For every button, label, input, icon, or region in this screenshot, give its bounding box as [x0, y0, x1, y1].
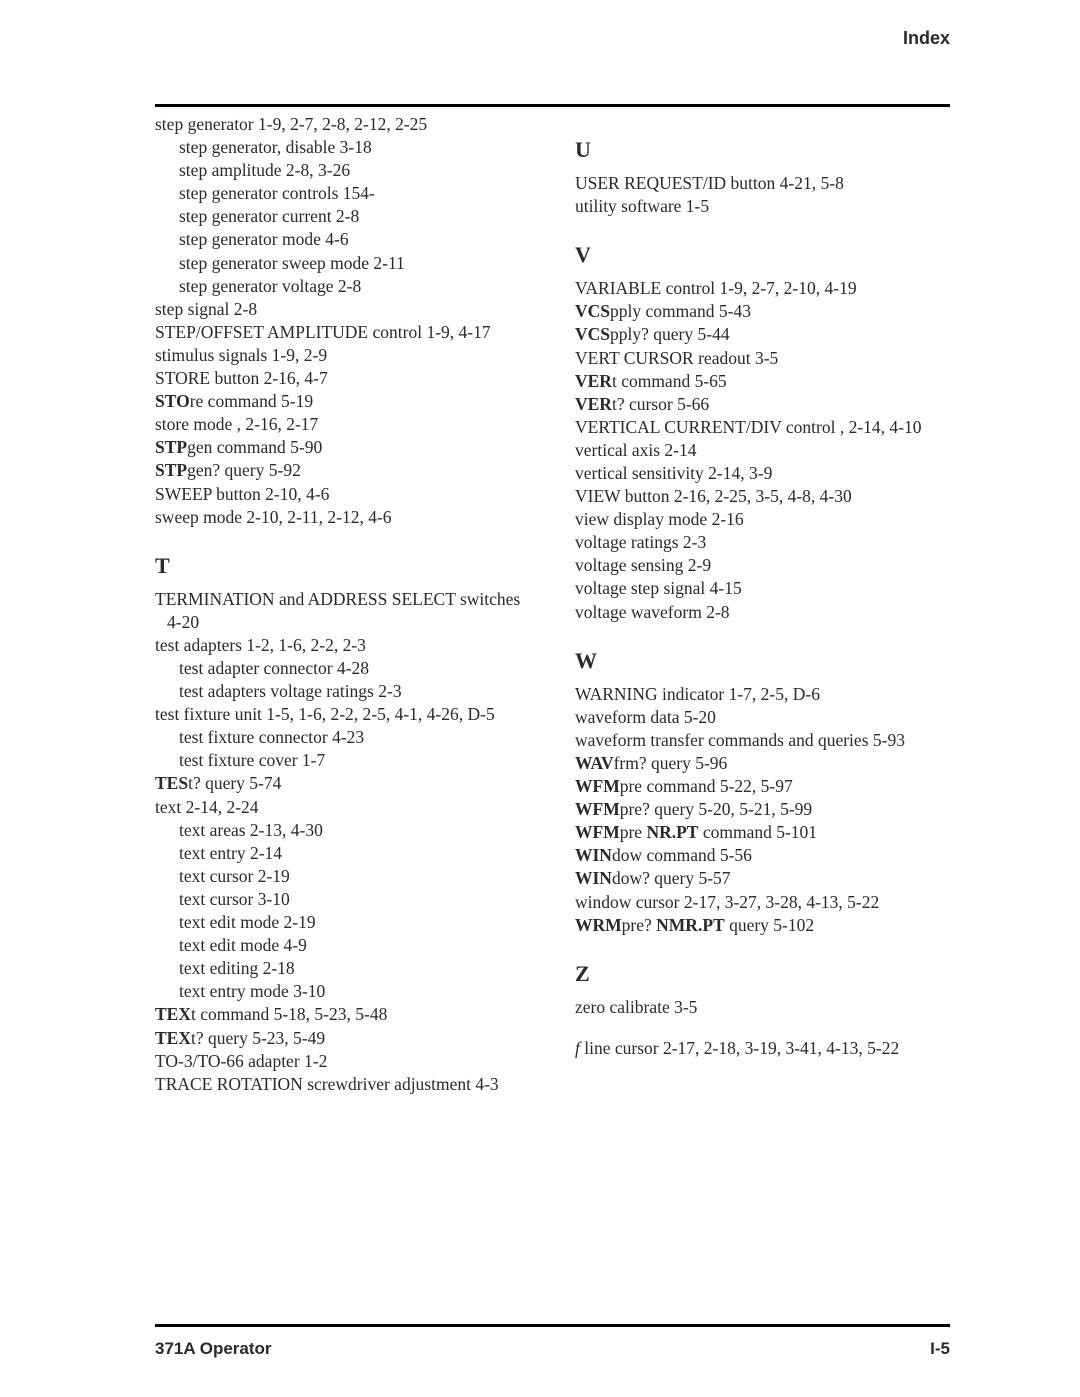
index-entry: USER REQUEST/ID button 4-21, 5-8: [587, 172, 950, 195]
index-entry: VCSpply? query 5-44: [587, 323, 950, 346]
footer-left: 371A Operator: [155, 1339, 272, 1359]
index-entry: SWEEP button 2-10, 4-6: [167, 483, 530, 506]
bottom-rule: [155, 1324, 950, 1327]
index-entry: waveform data 5-20: [587, 706, 950, 729]
index-entry: STOre command 5-19: [167, 390, 530, 413]
index-entry: vertical sensitivity 2-14, 3-9: [587, 462, 950, 485]
index-entry: TRACE ROTATION screwdriver adjustment 4-…: [167, 1073, 530, 1096]
index-entry: WAVfrm? query 5-96: [587, 752, 950, 775]
index-entry: step amplitude 2-8, 3-26: [155, 159, 530, 182]
index-entry: TEXt command 5-18, 5-23, 5-48: [167, 1003, 530, 1026]
index-entry: voltage waveform 2-8: [587, 601, 950, 624]
right-column: U USER REQUEST/ID button 4-21, 5-8utility…: [575, 113, 950, 1096]
section-letter: U: [575, 135, 950, 164]
index-entry: step generator current 2-8: [155, 205, 530, 228]
index-entry: step generator voltage 2-8: [155, 275, 530, 298]
index-entry: sweep mode 2-10, 2-11, 2-12, 4-6: [167, 506, 530, 529]
index-entry: f line cursor 2-17, 2-18, 3-19, 3-41, 4-…: [587, 1037, 950, 1060]
index-entry: voltage sensing 2-9: [587, 554, 950, 577]
index-entry: test adapters 1-2, 1-6, 2-2, 2-3: [167, 634, 530, 657]
index-entry: WINdow command 5-56: [587, 844, 950, 867]
index-entry: WFMpre NR.PT command 5-101: [587, 821, 950, 844]
index-entry: test adapters voltage ratings 2-3: [155, 680, 530, 703]
index-entry: WINdow? query 5-57: [587, 867, 950, 890]
index-entry: step signal 2-8: [167, 298, 530, 321]
index-entry: TO-3/TO-66 adapter 1-2: [167, 1050, 530, 1073]
index-entry: STORE button 2-16, 4-7: [167, 367, 530, 390]
index-entry: text cursor 3-10: [155, 888, 530, 911]
index-entry: text entry mode 3-10: [155, 980, 530, 1003]
index-entry: view display mode 2-16: [587, 508, 950, 531]
index-entry: text areas 2-13, 4-30: [155, 819, 530, 842]
index-entry: STPgen? query 5-92: [167, 459, 530, 482]
index-entry: step generator sweep mode 2-11: [155, 252, 530, 275]
index-entry: window cursor 2-17, 3-27, 3-28, 4-13, 5-…: [587, 891, 950, 914]
index-entry: utility software 1-5: [587, 195, 950, 218]
index-entry: voltage ratings 2-3: [587, 531, 950, 554]
index-entry: vertical axis 2-14: [587, 439, 950, 462]
index-entry: waveform transfer commands and queries 5…: [587, 729, 950, 752]
section-letter: T: [155, 551, 530, 580]
index-entry: VCSpply command 5-43: [587, 300, 950, 323]
section-letter: V: [575, 240, 950, 269]
top-rule: [155, 104, 950, 107]
index-entry: text entry 2-14: [155, 842, 530, 865]
index-entry: text 2-14, 2-24: [167, 796, 530, 819]
index-entry: store mode , 2-16, 2-17: [167, 413, 530, 436]
index-entry: WARNING indicator 1-7, 2-5, D-6: [587, 683, 950, 706]
index-entry: test fixture unit 1-5, 1-6, 2-2, 2-5, 4-…: [167, 703, 530, 726]
index-entry: step generator controls 154-: [155, 182, 530, 205]
index-entry: step generator mode 4-6: [155, 228, 530, 251]
index-entry: text edit mode 4-9: [155, 934, 530, 957]
index-entry: VARIABLE control 1-9, 2-7, 2-10, 4-19: [587, 277, 950, 300]
index-entry: step generator, disable 3-18: [155, 136, 530, 159]
footer-right: I-5: [930, 1339, 950, 1359]
index-entry: VERt command 5-65: [587, 370, 950, 393]
index-entry: text editing 2-18: [155, 957, 530, 980]
header-label: Index: [155, 28, 950, 49]
index-entry: text cursor 2-19: [155, 865, 530, 888]
index-entry: stimulus signals 1-9, 2-9: [167, 344, 530, 367]
index-entry: test fixture cover 1-7: [155, 749, 530, 772]
index-entry: test adapter connector 4-28: [155, 657, 530, 680]
index-columns: step generator 1-9, 2-7, 2-8, 2-12, 2-25…: [155, 113, 950, 1096]
index-entry: TERMINATION and ADDRESS SELECT switches …: [167, 588, 530, 634]
index-entry: voltage step signal 4-15: [587, 577, 950, 600]
footer: 371A Operator I-5: [155, 1339, 950, 1359]
index-entry: VERTICAL CURRENT/DIV control , 2-14, 4-1…: [587, 416, 950, 439]
left-column: step generator 1-9, 2-7, 2-8, 2-12, 2-25…: [155, 113, 530, 1096]
index-entry: zero calibrate 3-5: [587, 996, 950, 1019]
index-entry: test fixture connector 4-23: [155, 726, 530, 749]
index-entry: text edit mode 2-19: [155, 911, 530, 934]
index-entry: VIEW button 2-16, 2-25, 3-5, 4-8, 4-30: [587, 485, 950, 508]
page-container: Index step generator 1-9, 2-7, 2-8, 2-12…: [155, 60, 950, 1277]
index-entry: STPgen command 5-90: [167, 436, 530, 459]
section-letter: Z: [575, 959, 950, 988]
index-entry: WFMpre? query 5-20, 5-21, 5-99: [587, 798, 950, 821]
index-entry: TEXt? query 5-23, 5-49: [167, 1027, 530, 1050]
index-entry: STEP/OFFSET AMPLITUDE control 1-9, 4-17: [167, 321, 530, 344]
index-entry: TESt? query 5-74: [167, 772, 530, 795]
index-entry: step generator 1-9, 2-7, 2-8, 2-12, 2-25: [167, 113, 530, 136]
index-entry: VERt? cursor 5-66: [587, 393, 950, 416]
index-entry: VERT CURSOR readout 3-5: [587, 347, 950, 370]
section-letter: W: [575, 646, 950, 675]
index-entry: WFMpre command 5-22, 5-97: [587, 775, 950, 798]
index-entry: WRMpre? NMR.PT query 5-102: [587, 914, 950, 937]
